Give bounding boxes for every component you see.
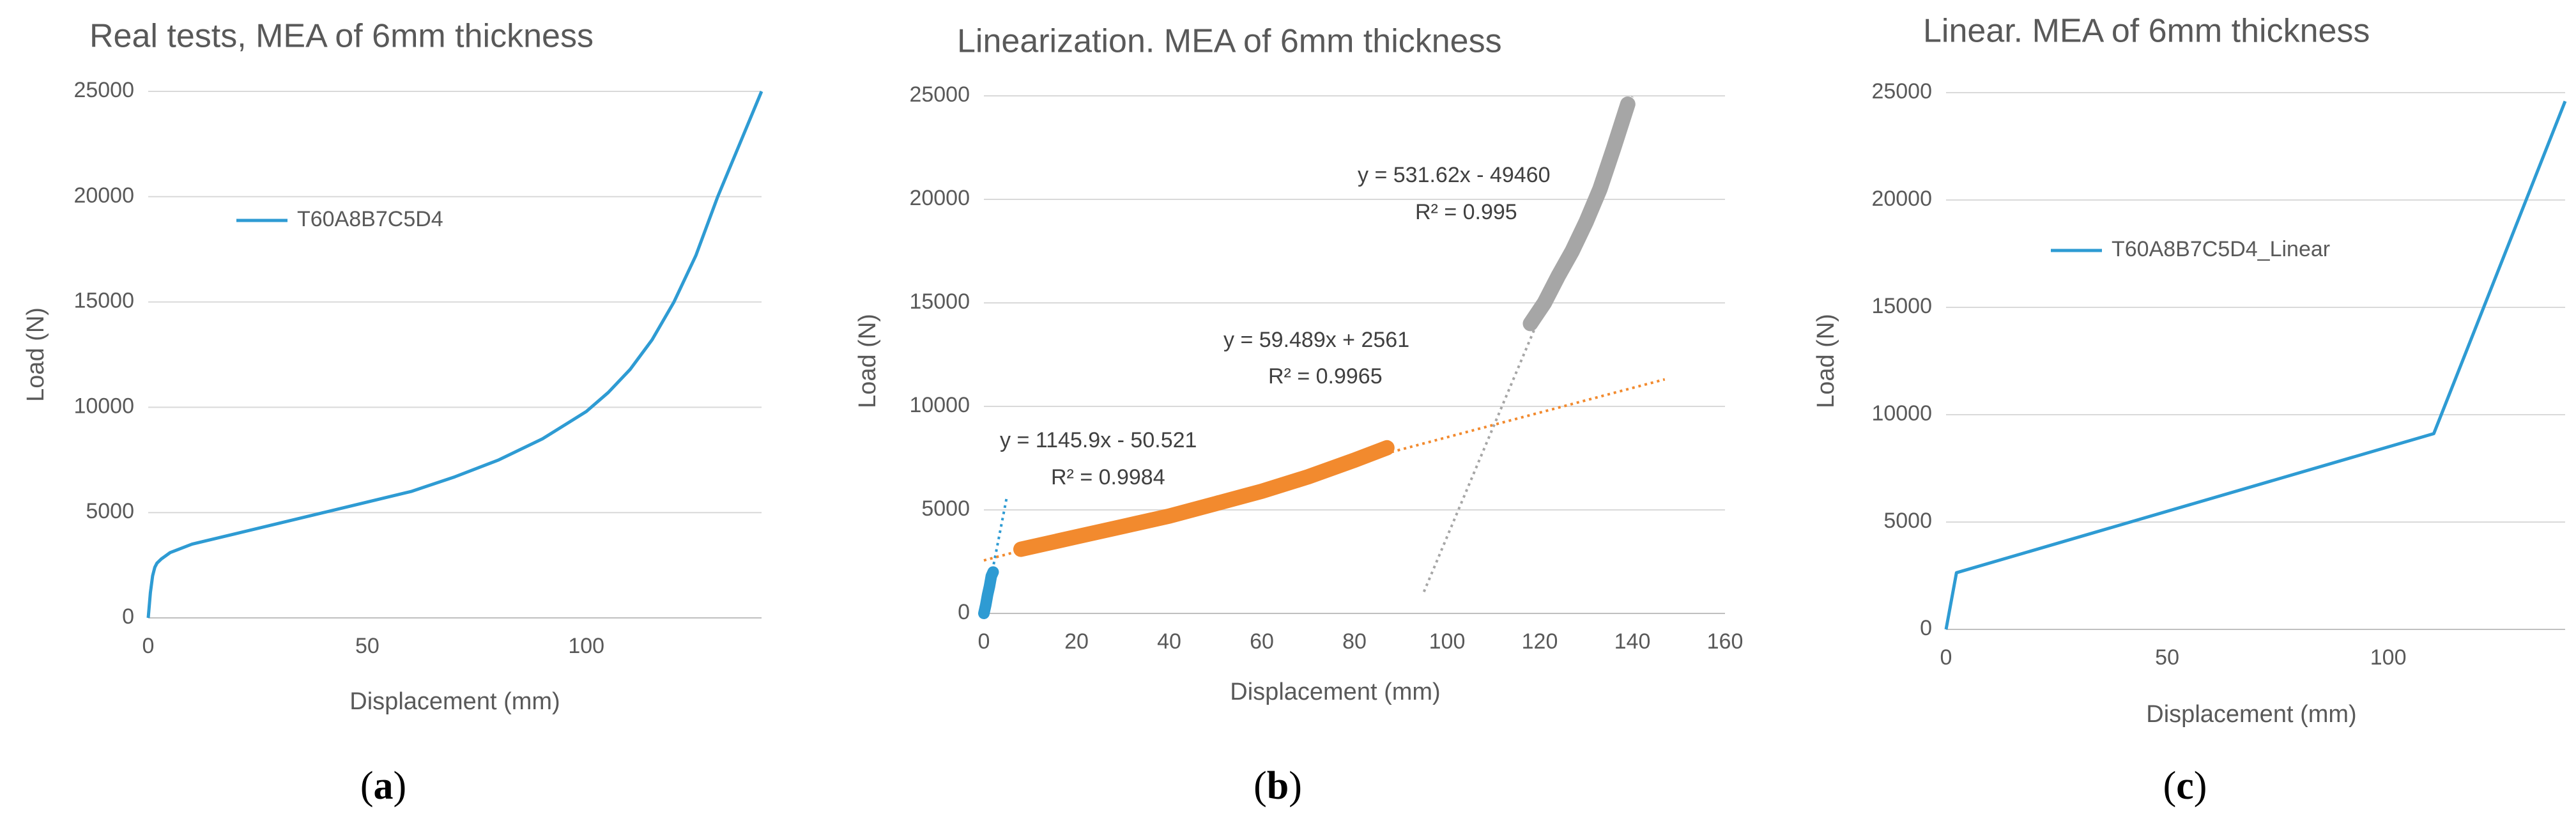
series-line [1944,100,2567,630]
scatter-points [1522,96,1636,332]
x-tick-label: 120 [1522,629,1558,654]
chart-title: Linear. MEA of 6mm thickness [1923,13,2370,50]
scatter-points [1013,440,1395,557]
x-tick-label: 100 [2370,645,2407,670]
chart-panel-c: Linear. MEA of 6mm thickness 0 5000 10000 15… [1813,13,2567,808]
y-tick-label: 10000 [909,393,970,417]
series-line [146,91,763,619]
y-axis-label: Load (N) [854,314,881,408]
x-axis-label: Displacement (mm) [2146,701,2356,728]
y-tick-label: 25000 [909,82,970,107]
x-tick-label: 80 [1342,629,1367,654]
y-tick-label: 10000 [73,394,134,418]
y-tick-label: 15000 [1871,294,1932,318]
x-axis-label: Displacement (mm) [1230,679,1440,705]
x-tick-label: 100 [568,634,604,658]
x-tick-label: 0 [978,629,990,654]
x-tick-label: 0 [1940,645,1952,670]
trend-equation: y = 531.62x - 49460 [1358,163,1551,187]
chart-panel-b: Linearization. MEA of 6mm thickness 0 5000… [854,23,1743,808]
y-tick-label: 0 [1920,616,1932,640]
y-tick-label: 5000 [1883,509,1932,533]
y-tick-label: 0 [958,600,970,624]
trend-equation: y = 1145.9x - 50.521 [1000,428,1197,452]
legend-label: T60A8B7C5D4_Linear [2112,237,2330,261]
panel-caption: (c) [2163,764,2207,808]
y-tick-label: 20000 [73,183,134,208]
trend-r2: R² = 0.995 [1415,200,1517,224]
x-tick-label: 20 [1064,629,1089,654]
y-tick-label: 25000 [73,78,134,102]
trend-r2: R² = 0.9965 [1268,364,1383,388]
x-tick-label: 100 [1429,629,1466,654]
x-tick-label: 50 [2155,645,2179,670]
x-tick-label: 40 [1157,629,1181,654]
y-tick-label: 15000 [909,289,970,314]
y-tick-label: 10000 [1871,401,1932,426]
panel-caption: (b) [1254,764,1302,808]
trend-r2: R² = 0.9984 [1051,465,1165,489]
y-tick-label: 5000 [86,499,134,523]
x-tick-label: 50 [355,634,379,658]
panel-caption: (a) [360,764,406,808]
chart-panel-a: Real tests, MEA of 6mm thickness 0 5000 100… [22,18,763,808]
chart-title: Real tests, MEA of 6mm thickness [89,18,594,55]
y-tick-label: 0 [122,604,134,629]
legend-label: T60A8B7C5D4 [297,207,443,231]
y-tick-label: 20000 [909,186,970,210]
x-tick-label: 160 [1707,629,1744,654]
x-tick-label: 140 [1614,629,1651,654]
chart-title: Linearization. MEA of 6mm thickness [957,23,1502,60]
y-tick-label: 15000 [73,289,134,313]
x-tick-label: 60 [1250,629,1274,654]
trend-equation: y = 59.489x + 2561 [1223,328,1409,352]
scatter-points [978,566,999,619]
y-axis-label: Load (N) [22,307,49,402]
y-axis-label: Load (N) [1813,314,1839,408]
y-tick-label: 5000 [921,496,970,521]
x-tick-label: 0 [142,634,155,658]
y-tick-label: 25000 [1871,79,1932,104]
y-tick-label: 20000 [1871,187,1932,211]
x-axis-label: Displacement (mm) [349,688,560,715]
